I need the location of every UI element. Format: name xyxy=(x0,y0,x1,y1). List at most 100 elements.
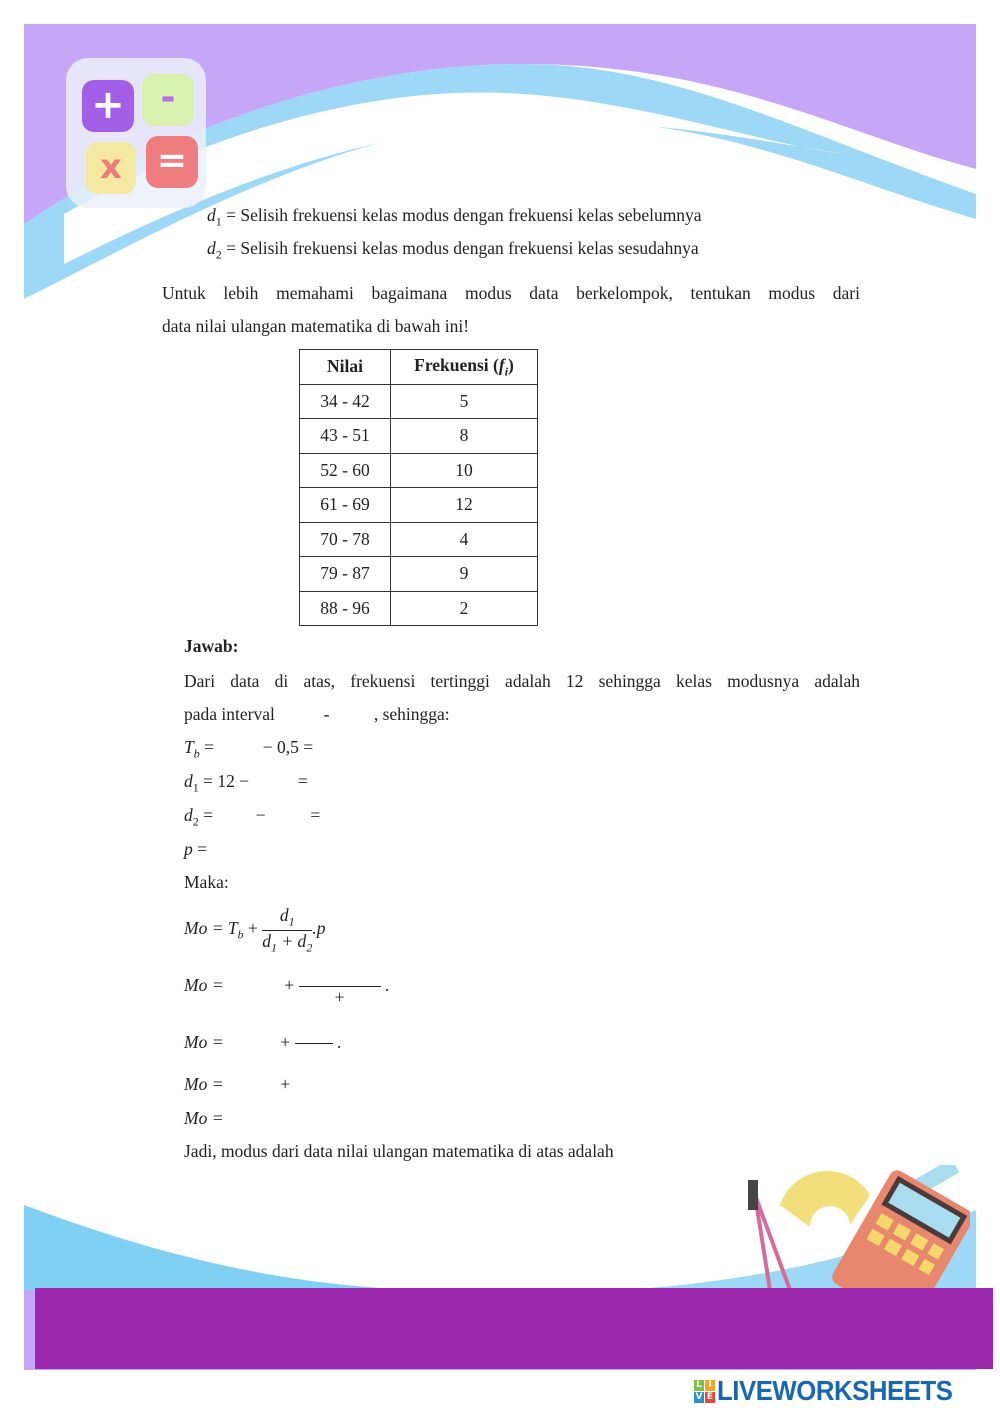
d2-symbol: d xyxy=(207,238,216,258)
d2-calc-equals: = xyxy=(203,805,213,825)
conclusion-input[interactable] xyxy=(617,1141,702,1164)
d1-value-input[interactable] xyxy=(253,771,294,794)
mode-formula: Mo = Tb + d1 d1 + d2 .p xyxy=(184,905,325,955)
d2-calc-minus: − xyxy=(255,805,266,825)
mo-lhs: Mo = xyxy=(184,975,224,996)
minus-icon: - xyxy=(142,74,194,126)
d1-sub: 1 xyxy=(215,214,222,229)
table-row: 70 - 78 4 xyxy=(299,521,538,557)
d2-calc-symbol: d xyxy=(184,805,193,825)
table-row: 52 - 60 10 xyxy=(299,452,538,488)
interval-lower-input[interactable] xyxy=(279,704,320,727)
num-sub: 1 xyxy=(288,914,295,929)
multiply-icon: x xyxy=(86,142,136,194)
mo3-value-input[interactable] xyxy=(294,1074,349,1097)
mo1-numerator xyxy=(298,966,381,989)
conclusion-text: Jadi, modus dari data nilai ulangan mate… xyxy=(184,1141,614,1161)
mo-step-1: Mo = + + . xyxy=(184,966,389,1008)
den-plus-d2: + d xyxy=(277,930,307,951)
cell-interval: 52 - 60 xyxy=(299,452,391,488)
d1-line: d1 = 12 − = xyxy=(184,771,357,796)
table-row: 43 - 51 8 xyxy=(299,418,538,454)
d2-text: = Selisih frekuensi kelas modus dengan f… xyxy=(226,238,699,258)
definition-d1: d1 = Selisih frekuensi kelas modus denga… xyxy=(207,205,702,230)
d2-result-input[interactable] xyxy=(324,805,369,828)
d2-value-a-input[interactable] xyxy=(217,805,252,828)
d1-text: = Selisih frekuensi kelas modus dengan f… xyxy=(226,205,702,225)
tb-equals: = xyxy=(204,737,214,757)
formula-numerator: d1 xyxy=(262,905,313,931)
cell-frequency: 2 xyxy=(390,590,538,626)
den-d1: d xyxy=(262,930,271,951)
header-i: i xyxy=(504,364,509,378)
p-value-input[interactable] xyxy=(211,839,256,862)
tb-value-input[interactable] xyxy=(218,737,259,760)
tb-symbol: T xyxy=(184,737,194,757)
p-equals: = xyxy=(197,839,207,859)
formula-denominator: d1 + d2 xyxy=(262,931,312,956)
equals-icon: = xyxy=(146,136,198,188)
table-row: 79 - 87 9 xyxy=(299,556,538,592)
mo1-plus: + xyxy=(284,975,295,996)
interval-upper-input[interactable] xyxy=(333,704,374,727)
frequency-table: Nilai Frekuensi (fi) 34 - 42 5 43 - 51 8 5… xyxy=(299,349,538,626)
mo-step-4: Mo = xyxy=(184,1108,292,1131)
cell-interval: 88 - 96 xyxy=(299,590,391,626)
mo1-dot: . xyxy=(384,975,390,996)
definition-d2: d2 = Selisih frekuensi kelas modus denga… xyxy=(207,238,699,263)
d1-calc-sub: 1 xyxy=(192,780,199,795)
interval-label: pada interval xyxy=(184,704,275,724)
mo-lhs: Mo = xyxy=(184,1032,224,1052)
table-row: 88 - 96 2 xyxy=(299,590,538,626)
mo-step-2: Mo = + . xyxy=(184,1032,341,1055)
mo-step-3: Mo = + xyxy=(184,1074,349,1097)
mo3-tb-input[interactable] xyxy=(227,1074,276,1097)
mo1-denominator: + xyxy=(299,987,381,1008)
math-tools-illustration xyxy=(748,1165,970,1290)
d2-value-b-input[interactable] xyxy=(270,805,306,828)
d2-line: d2 = − = xyxy=(184,805,369,830)
tb-line: Tb = − 0,5 = xyxy=(184,737,372,762)
tb-sub: b xyxy=(193,746,200,761)
d2-calc-sub: 2 xyxy=(192,814,199,829)
cell-frequency: 12 xyxy=(390,487,538,523)
answer-heading: Jawab: xyxy=(184,636,239,656)
formula-fraction: d1 d1 + d2 xyxy=(262,905,313,956)
mo1-numerator-input[interactable] xyxy=(307,966,372,989)
cell-interval: 70 - 78 xyxy=(299,521,391,557)
cell-interval: 79 - 87 xyxy=(299,556,391,592)
conclusion: Jadi, modus dari data nilai ulangan mate… xyxy=(184,1141,702,1164)
header-close: ) xyxy=(508,354,514,375)
table-row: 61 - 69 12 xyxy=(299,487,538,523)
formula-lhs: Mo = T xyxy=(184,918,238,939)
den-sub2: 2 xyxy=(306,940,313,954)
mo1-fraction: + xyxy=(298,966,381,1008)
cell-interval: 43 - 51 xyxy=(299,418,391,454)
maka-label: Maka: xyxy=(184,872,229,892)
sehingga-text: , sehingga: xyxy=(373,704,450,724)
mo-final-input[interactable] xyxy=(227,1108,292,1131)
cell-frequency: 4 xyxy=(390,521,538,557)
mo-lhs: Mo = xyxy=(184,1108,224,1128)
d1-calc-symbol: d xyxy=(184,771,193,791)
mo2-tb-input[interactable] xyxy=(227,1032,276,1055)
formula-tail: .p xyxy=(312,918,326,939)
logo-text: LIVEWORKSHEETS xyxy=(717,1375,953,1406)
mo1-tb-input[interactable] xyxy=(227,976,280,998)
tb-result-input[interactable] xyxy=(317,737,372,760)
interval-dash: - xyxy=(323,704,330,724)
formula-plus: + xyxy=(248,918,258,939)
header-frekuensi-label: Frekuensi ( xyxy=(414,354,499,375)
answer-line-1: Dari data di atas, frekuensi tertinggi a… xyxy=(184,671,860,691)
table-header-row: Nilai Frekuensi (fi) xyxy=(299,349,538,385)
math-operators-icon: + - x = xyxy=(66,58,206,208)
p-symbol: p xyxy=(184,839,193,859)
mo-lhs: Mo = xyxy=(184,1074,224,1094)
d2-sub: 2 xyxy=(215,247,222,262)
header-f: f xyxy=(498,354,505,375)
mo3-plus: + xyxy=(280,1074,291,1094)
mo1-den-plus: + xyxy=(334,987,345,1007)
d1-calc-rest: = 12 − xyxy=(203,771,250,791)
d1-result-input[interactable] xyxy=(312,771,357,794)
